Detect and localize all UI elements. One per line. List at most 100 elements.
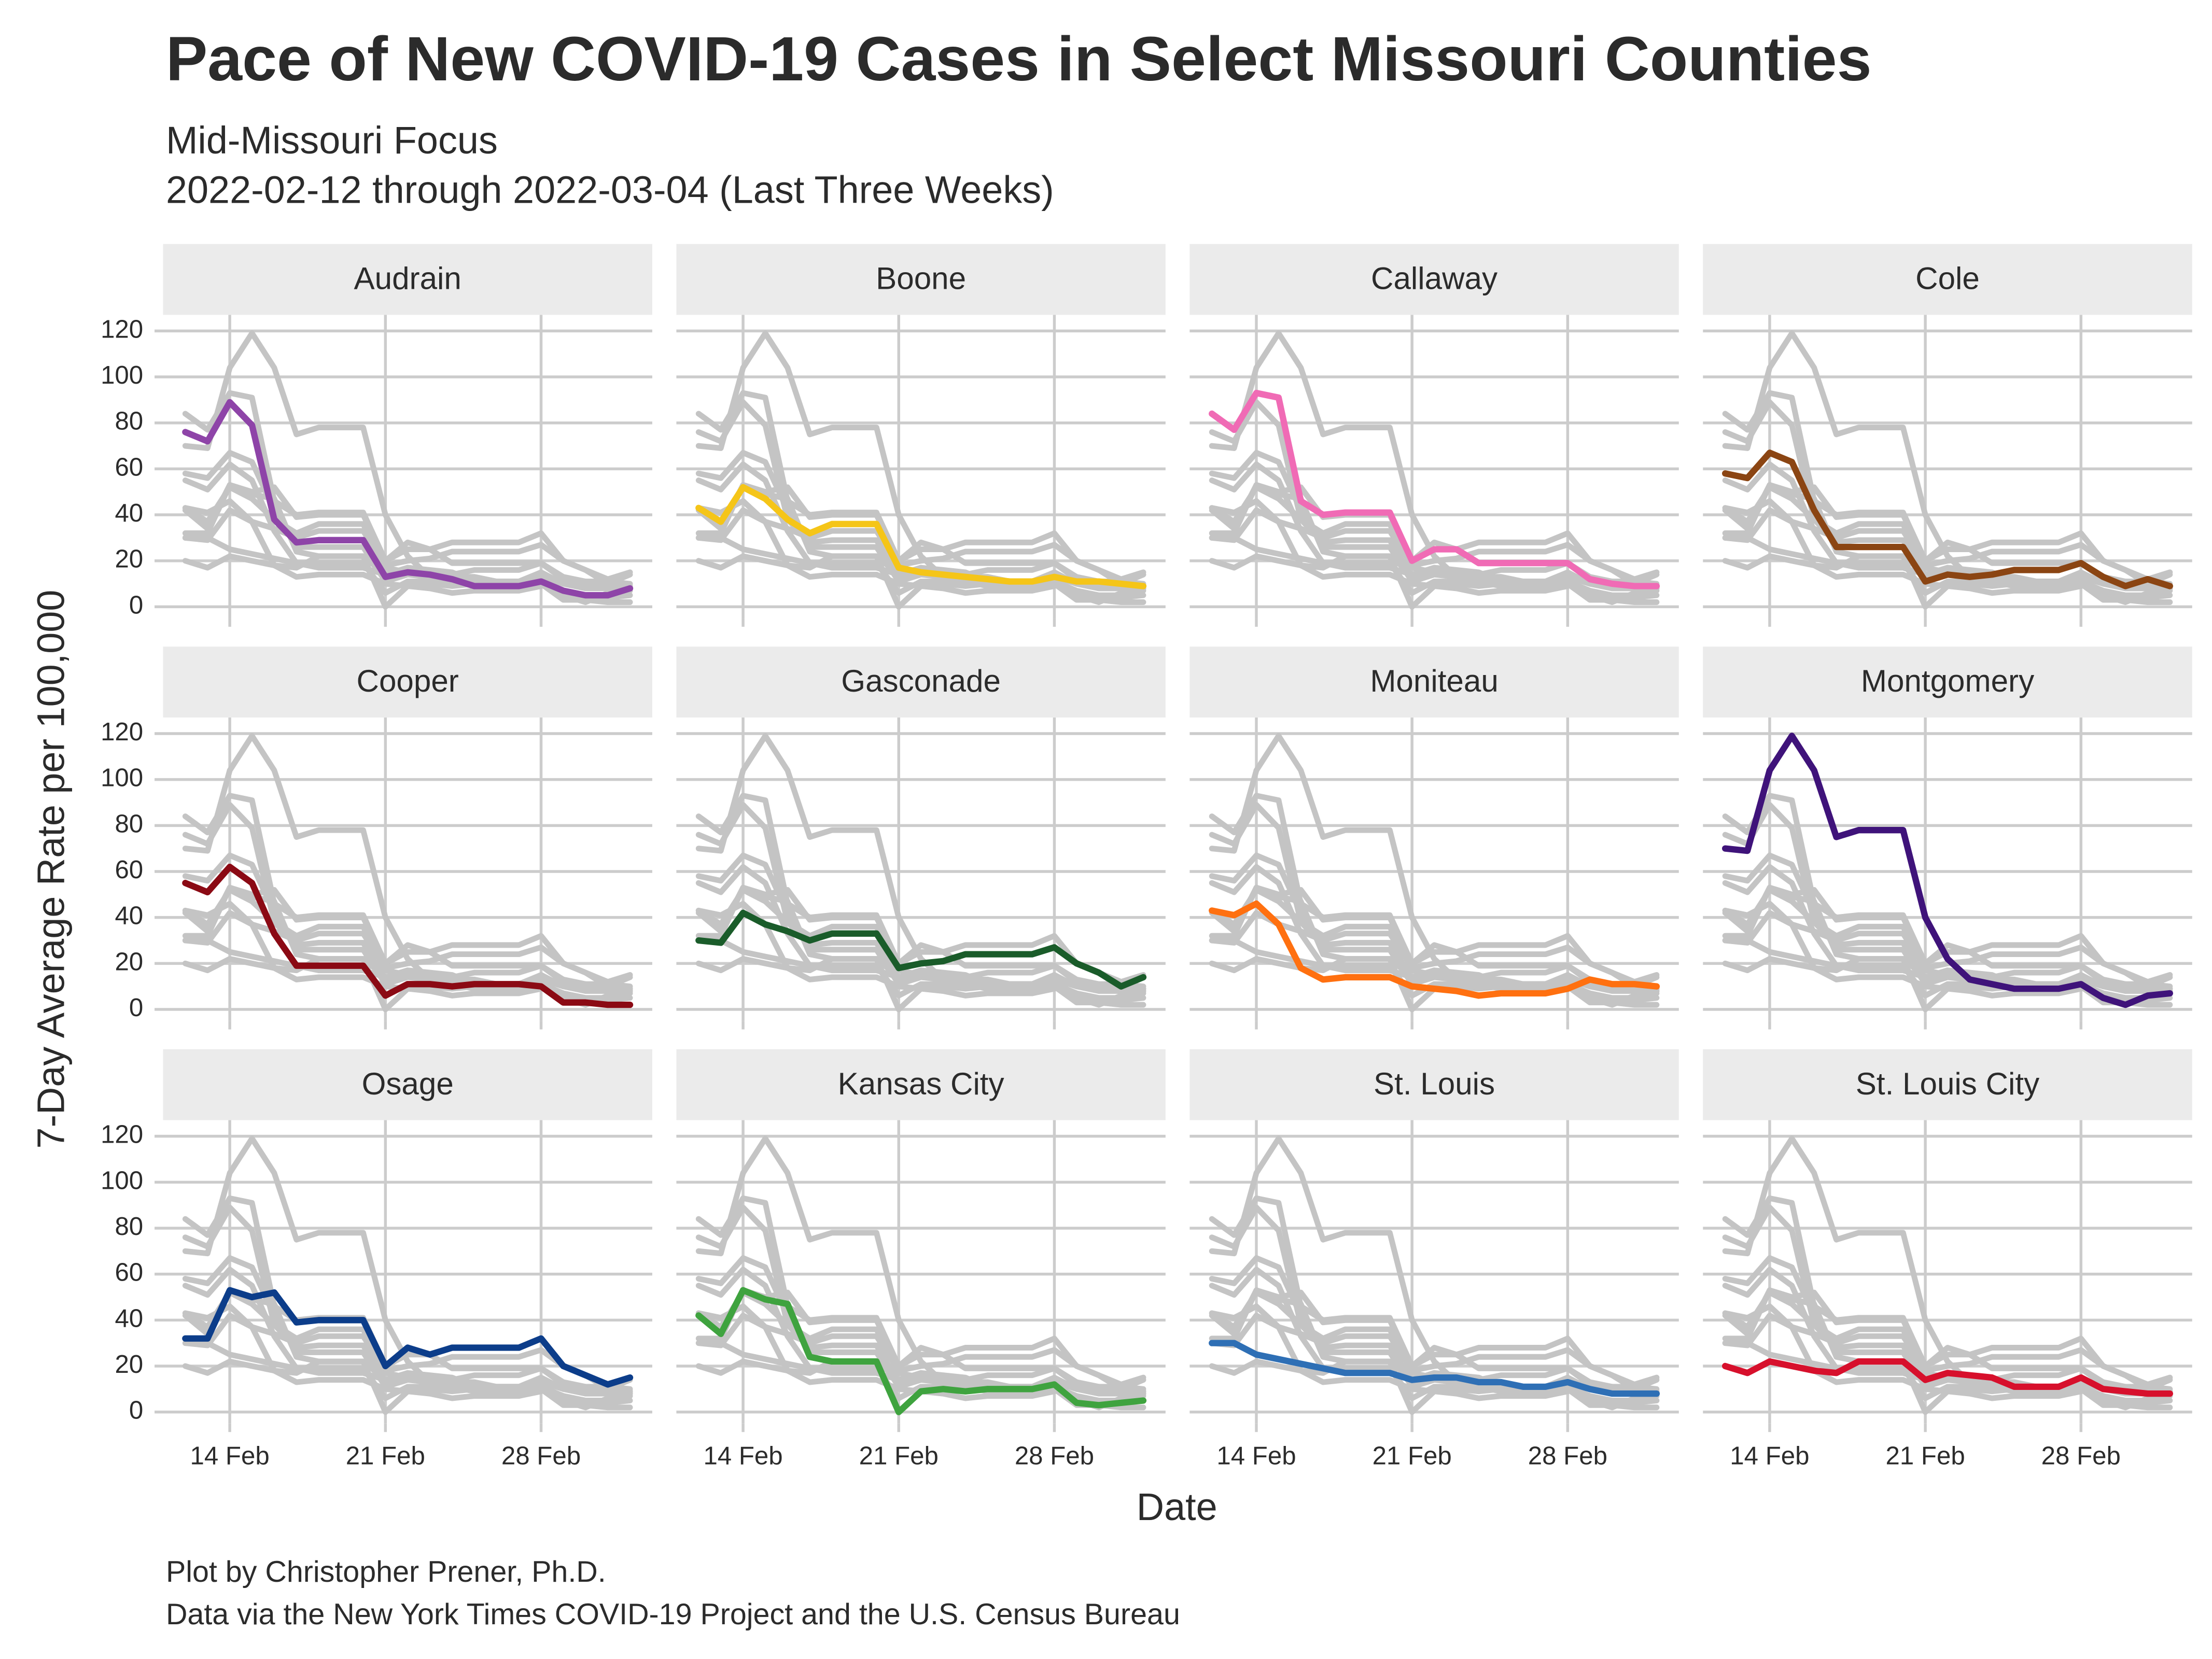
- y-tick-label: 60: [115, 855, 143, 884]
- facet-strip: [1703, 646, 2192, 718]
- x-axis-title: Date: [1137, 1485, 1217, 1528]
- facet-label: Boone: [876, 261, 966, 296]
- context-line: [1209, 884, 1660, 985]
- facet-strip: [1703, 1049, 2192, 1120]
- facet-label: Audrain: [354, 261, 461, 296]
- y-axis-title: 7-Day Average Rate per 100,000: [29, 590, 72, 1149]
- context-line: [1209, 1287, 1660, 1387]
- facet-strip: [163, 646, 652, 718]
- context-line: [695, 482, 1146, 582]
- context-line: [182, 553, 633, 592]
- context-line: [182, 956, 633, 994]
- facet-label: Cole: [1915, 261, 1980, 296]
- series-line: [695, 1287, 1147, 1415]
- facet-strip: [163, 1049, 652, 1120]
- y-tick-label: 40: [115, 1304, 143, 1332]
- context-line: [1209, 482, 1660, 610]
- context-line: [695, 1358, 1146, 1397]
- series-line: [695, 484, 1147, 589]
- y-tick-label: 40: [115, 499, 143, 527]
- y-tick-label: 100: [101, 361, 143, 389]
- context-line: [182, 482, 633, 610]
- context-line: [695, 1287, 1146, 1387]
- facet-label: Gasconade: [841, 664, 1001, 698]
- caption: Data via the New York Times COVID-19 Pro…: [166, 1598, 1180, 1631]
- y-tick-label: 60: [115, 453, 143, 481]
- facet-strip: [1189, 646, 1679, 718]
- y-tick-label: 100: [101, 764, 143, 792]
- series-line: [1721, 449, 2173, 589]
- facet-label: St. Louis City: [1856, 1066, 2039, 1101]
- context-line: [182, 1287, 633, 1415]
- y-tick-label: 120: [101, 718, 143, 746]
- context-line: [1722, 1287, 2173, 1415]
- context-line: [1722, 553, 2173, 592]
- series-line: [1721, 733, 2173, 1008]
- y-tick-label: 80: [115, 407, 143, 435]
- facet-strip: [676, 244, 1166, 315]
- y-tick-label: 120: [101, 1120, 143, 1149]
- y-tick-label: 0: [129, 591, 143, 619]
- x-tick-label: 14 Feb: [703, 1441, 782, 1470]
- facet-strip: [1189, 1049, 1679, 1120]
- facet-strip: [676, 646, 1166, 718]
- series-line: [1209, 389, 1660, 589]
- context-line: [1722, 482, 2173, 582]
- facet-label: Callaway: [1371, 261, 1497, 296]
- facet-label: Moniteau: [1370, 664, 1498, 698]
- y-tick-label: 20: [115, 545, 143, 573]
- facet-strip: [1189, 244, 1679, 315]
- facet-label: St. Louis: [1374, 1066, 1495, 1101]
- series-line: [182, 399, 634, 599]
- series-line: [1209, 900, 1660, 999]
- y-tick-label: 100: [101, 1166, 143, 1194]
- x-tick-label: 21 Feb: [1885, 1441, 1965, 1470]
- y-tick-label: 20: [115, 947, 143, 976]
- series-line: [695, 909, 1147, 990]
- x-tick-label: 14 Feb: [1216, 1441, 1296, 1470]
- facet-label: Kansas City: [838, 1066, 1004, 1101]
- x-tick-label: 28 Feb: [1015, 1441, 1094, 1470]
- series-line: [1209, 1340, 1660, 1397]
- x-tick-label: 28 Feb: [2041, 1441, 2121, 1470]
- series-line: [182, 863, 634, 1008]
- y-tick-label: 20: [115, 1350, 143, 1379]
- chart-subtitle: 2022-02-12 through 2022-03-04 (Last Thre…: [166, 168, 1054, 212]
- x-tick-label: 28 Feb: [1528, 1441, 1607, 1470]
- facet-strip: [1703, 244, 2192, 315]
- facet-strip: [163, 244, 652, 315]
- context-line: [1209, 482, 1660, 582]
- chart-title: Pace of New COVID-19 Cases in Select Mis…: [166, 24, 1872, 94]
- context-line: [695, 956, 1146, 994]
- x-tick-label: 21 Feb: [859, 1441, 939, 1470]
- chart-subtitle: Mid-Missouri Focus: [166, 119, 498, 162]
- y-tick-label: 120: [101, 315, 143, 343]
- context-line: [1722, 482, 2173, 610]
- context-line: [182, 482, 633, 582]
- x-tick-label: 21 Feb: [1373, 1441, 1452, 1470]
- context-line: [1722, 1287, 2173, 1387]
- facet-label: Osage: [362, 1066, 454, 1101]
- facet-label: Cooper: [357, 664, 459, 698]
- y-tick-label: 60: [115, 1258, 143, 1287]
- facet-strip: [676, 1049, 1166, 1120]
- y-tick-label: 40: [115, 902, 143, 930]
- context-line: [1722, 956, 2173, 994]
- context-line: [695, 482, 1146, 610]
- context-line: [695, 884, 1146, 1013]
- y-tick-label: 0: [129, 1396, 143, 1425]
- series-line: [182, 1287, 634, 1388]
- facet-label: Montgomery: [1861, 664, 2034, 698]
- y-tick-label: 80: [115, 809, 143, 838]
- x-tick-label: 21 Feb: [346, 1441, 425, 1470]
- y-tick-label: 80: [115, 1212, 143, 1241]
- context-line: [1209, 1287, 1660, 1415]
- caption: Plot by Christopher Prener, Ph.D.: [166, 1555, 606, 1588]
- x-tick-label: 28 Feb: [501, 1441, 581, 1470]
- y-tick-label: 0: [129, 993, 143, 1022]
- x-tick-label: 14 Feb: [190, 1441, 270, 1470]
- context-line: [182, 1358, 633, 1397]
- x-tick-label: 14 Feb: [1730, 1441, 1809, 1470]
- series-line: [1721, 1358, 2173, 1397]
